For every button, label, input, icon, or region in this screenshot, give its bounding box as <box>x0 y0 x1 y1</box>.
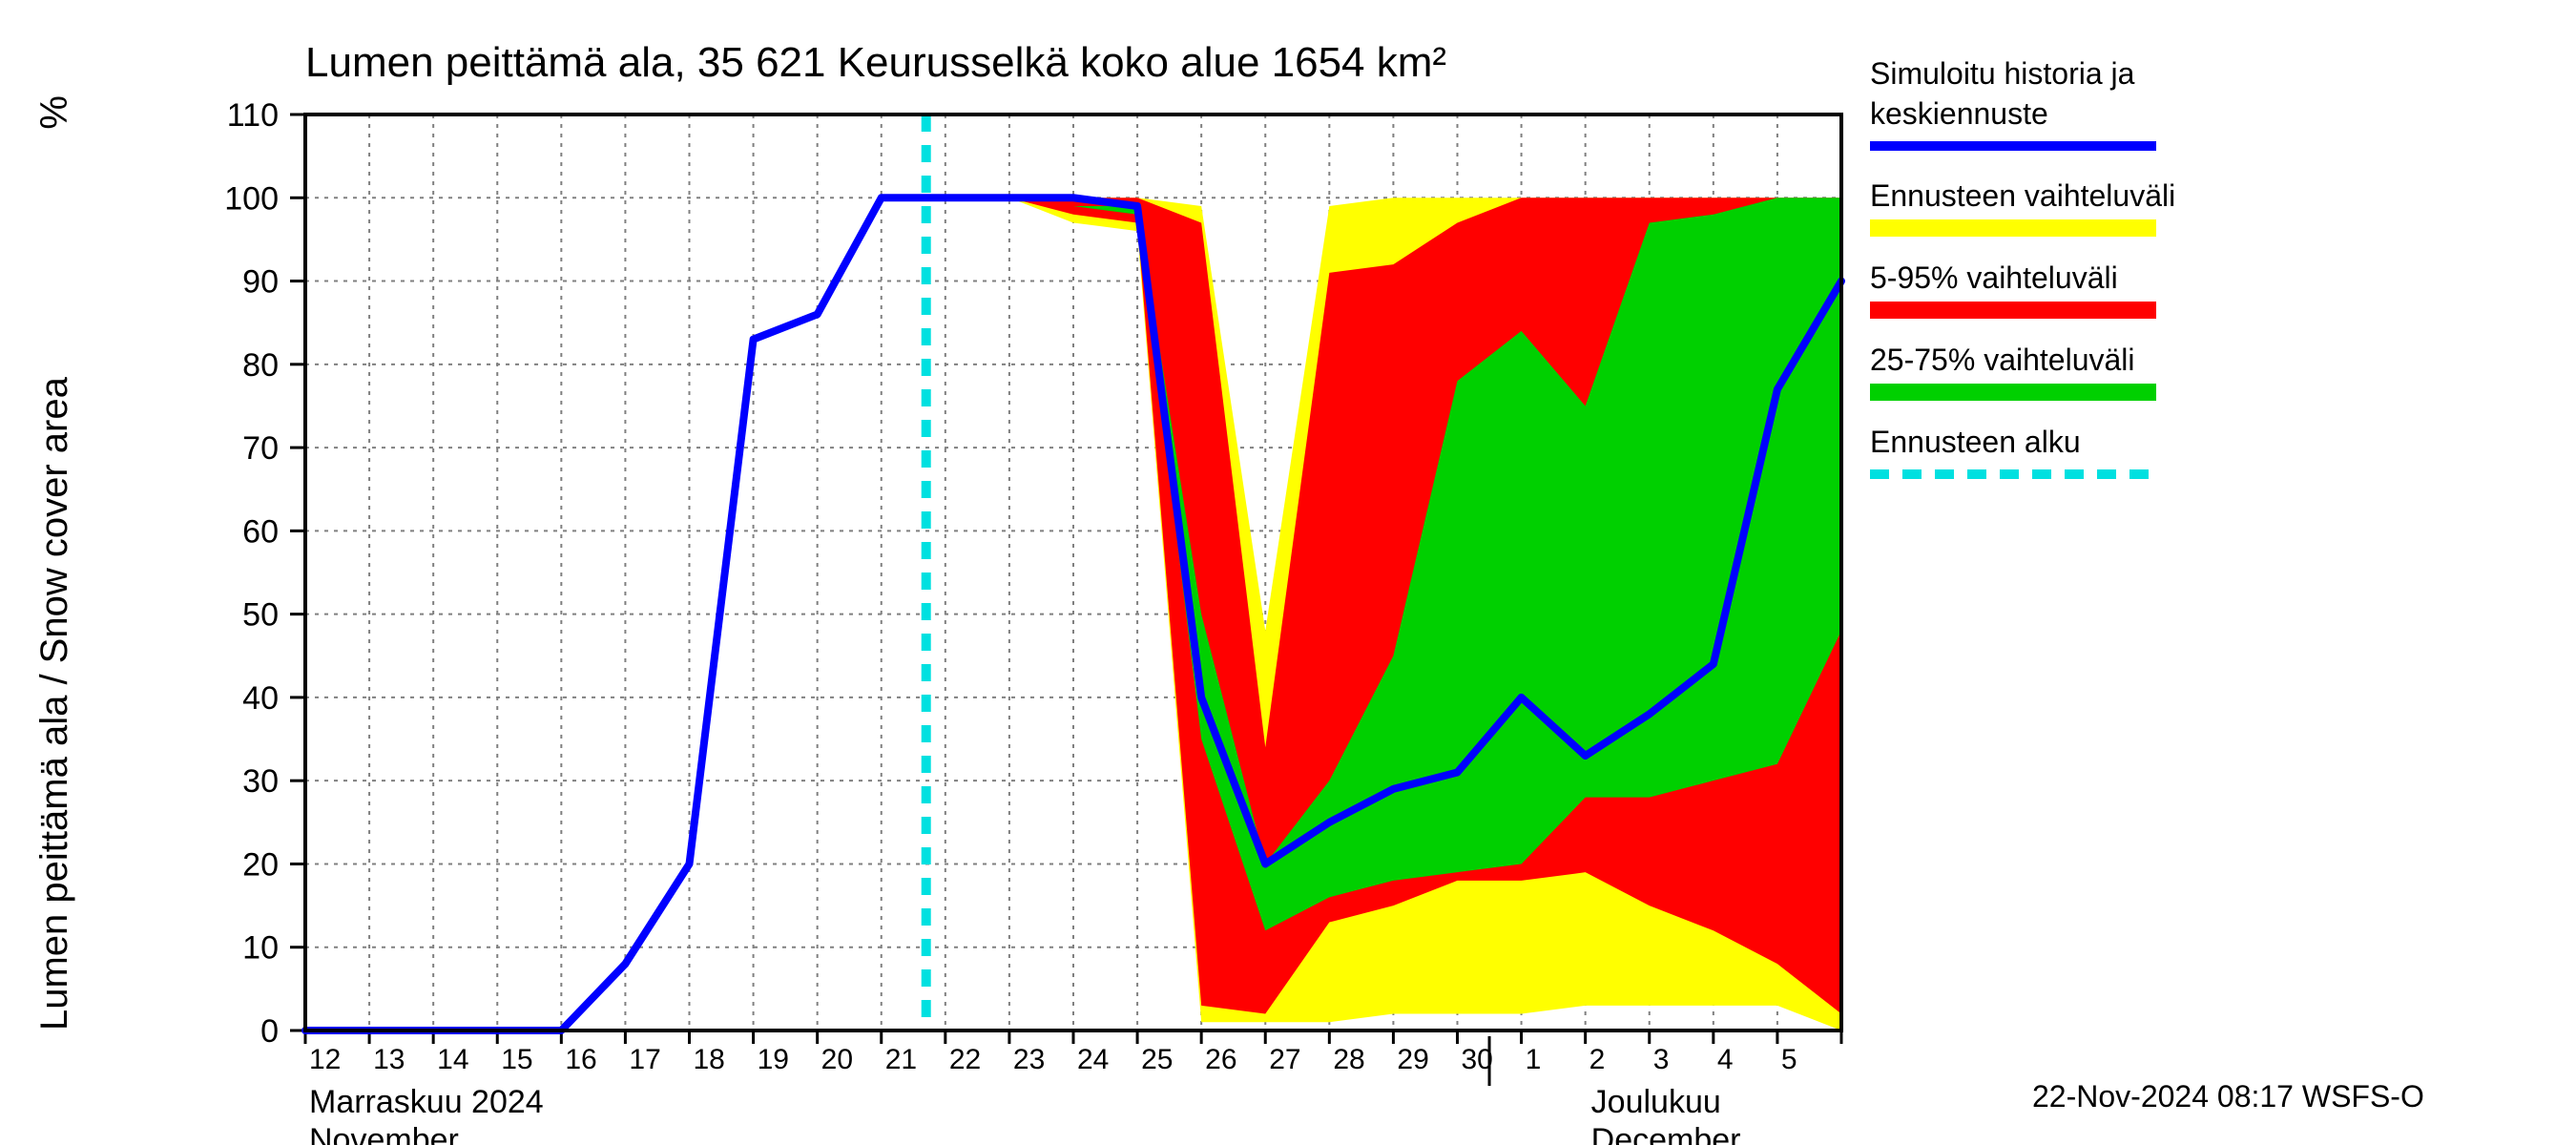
xtick-label: 3 <box>1653 1044 1670 1075</box>
legend-swatch-band-icon <box>1870 302 2156 319</box>
legend-swatch-band-icon <box>1870 219 2156 237</box>
ytick-label: 40 <box>242 680 279 717</box>
legend-label: Ennusteen alku <box>1870 425 2081 459</box>
month2-en: December <box>1591 1122 1741 1145</box>
xtick-label: 4 <box>1717 1044 1734 1075</box>
ytick-label: 60 <box>242 513 279 550</box>
timestamp-label: 22-Nov-2024 08:17 WSFS-O <box>2032 1079 2424 1114</box>
legend-label: 5-95% vaihteluväli <box>1870 260 2118 295</box>
xtick-label: 5 <box>1781 1044 1797 1075</box>
xtick-label: 26 <box>1205 1044 1236 1075</box>
month2-fi: Joulukuu <box>1591 1084 1721 1120</box>
legend-label: Simuloitu historia ja <box>1870 56 2135 91</box>
month1-fi: Marraskuu 2024 <box>309 1084 544 1120</box>
month1-en: November <box>309 1122 459 1145</box>
xtick-label: 16 <box>565 1044 596 1075</box>
xtick-label: 25 <box>1141 1044 1173 1075</box>
xtick-label: 29 <box>1397 1044 1428 1075</box>
xtick-label: 19 <box>758 1044 789 1075</box>
ytick-label: 90 <box>242 264 279 301</box>
legend-label: 25-75% vaihteluväli <box>1870 343 2135 377</box>
legend-label: Ennusteen vaihteluväli <box>1870 178 2175 213</box>
xtick-label: 2 <box>1589 1044 1606 1075</box>
xtick-label: 22 <box>949 1044 981 1075</box>
chart-svg: Lumen peittämä ala / Snow cover area % L… <box>0 0 2576 1145</box>
chart-title: Lumen peittämä ala, 35 621 Keurusselkä k… <box>305 39 1446 86</box>
xtick-label: 13 <box>373 1044 405 1075</box>
ytick-label: 80 <box>242 347 279 384</box>
ytick-label: 0 <box>260 1013 279 1050</box>
legend-label: keskiennuste <box>1870 96 2048 131</box>
ytick-label: 30 <box>242 763 279 800</box>
chart-container: Lumen peittämä ala / Snow cover area % L… <box>0 0 2576 1145</box>
ytick-label: 110 <box>227 97 279 134</box>
legend: Simuloitu historia ja keskiennuste Ennuste… <box>1870 56 2175 474</box>
xtick-label: 12 <box>309 1044 341 1075</box>
xtick-label: 28 <box>1333 1044 1364 1075</box>
xtick-label: 23 <box>1013 1044 1045 1075</box>
ytick-label: 50 <box>242 597 279 634</box>
ytick-label: 20 <box>242 846 279 883</box>
legend-swatch-band-icon <box>1870 384 2156 401</box>
xtick-label: 15 <box>501 1044 532 1075</box>
ytick-label: 10 <box>242 930 279 967</box>
plot-area: 0102030405060708090100110121314151617181… <box>224 97 1841 1145</box>
xtick-label: 18 <box>694 1044 725 1075</box>
y-axis-label: Lumen peittämä ala / Snow cover area <box>33 376 75 1030</box>
ytick-label: 70 <box>242 430 279 467</box>
xtick-label: 1 <box>1526 1044 1542 1075</box>
xtick-label: 14 <box>437 1044 468 1075</box>
xtick-label: 20 <box>821 1044 853 1075</box>
y-axis-unit: % <box>33 95 75 130</box>
xtick-label: 21 <box>885 1044 917 1075</box>
xtick-label: 17 <box>629 1044 660 1075</box>
xtick-label: 24 <box>1077 1044 1109 1075</box>
ytick-label: 100 <box>224 180 279 217</box>
xtick-label: 27 <box>1269 1044 1300 1075</box>
